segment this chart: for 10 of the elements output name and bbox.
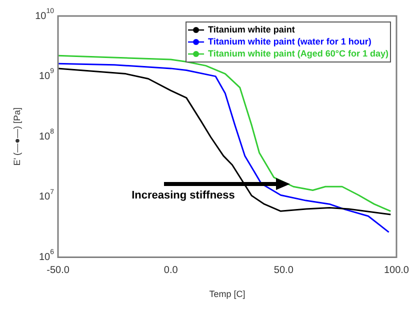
annotation: Increasing stiffness (132, 190, 235, 202)
legend-label: Titanium white paint (208, 24, 295, 34)
legend-label: Titanium white paint (Aged 60°C for 1 day) (208, 48, 388, 58)
x-tick-label: 100.0 (384, 264, 410, 276)
x-tick-label: 0.0 (164, 264, 178, 276)
x-tick-label: 50.0 (274, 264, 294, 276)
legend-label: Titanium white paint (water for 1 hour) (208, 36, 372, 46)
x-tick-label: -50.0 (46, 264, 70, 276)
x-axis-title: Temp [C] (209, 289, 246, 300)
y-axis-title: E' (—●—) [Pa] (12, 108, 22, 166)
